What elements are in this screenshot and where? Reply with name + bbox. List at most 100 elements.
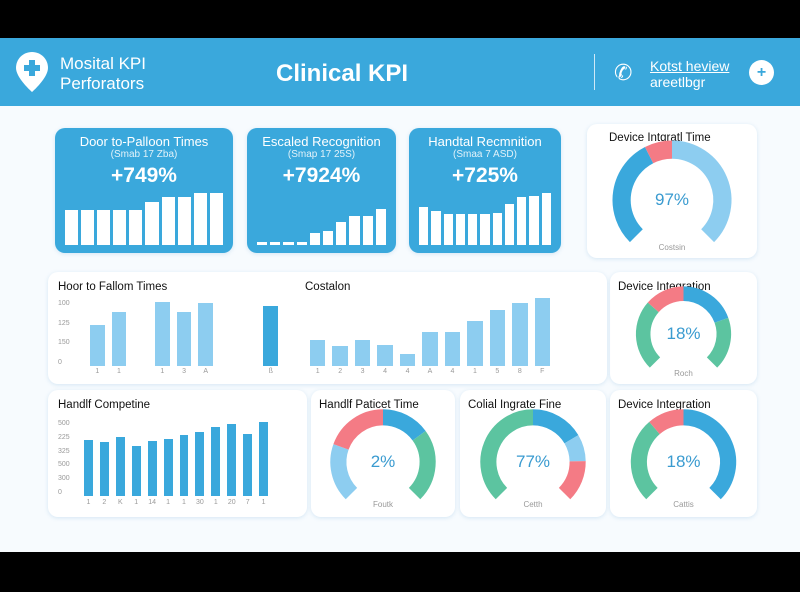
bar [179, 434, 189, 496]
gauge-value: 18% [666, 324, 701, 343]
kpi-value: +7924% [282, 164, 361, 187]
brand-name: Mosital KPI Perforators [60, 54, 146, 94]
gauge-card[interactable]: Device Integration 18% Cattis [610, 390, 757, 517]
y-tick-label: 225 [58, 433, 70, 441]
gauge-card[interactable]: Device Integration 18% Roch [610, 272, 757, 384]
bar [99, 441, 109, 496]
kpi-bar [468, 214, 478, 245]
bar [399, 354, 416, 366]
kpi-bar [97, 210, 111, 245]
y-tick-label: 0 [58, 358, 62, 366]
kpi-card[interactable]: Handtal Recmnition (Smaa 7 ASD) +725% [409, 128, 561, 253]
x-tick-label: 1 [472, 368, 477, 375]
bar [111, 311, 127, 366]
kpi-bar [349, 215, 360, 245]
gauge [630, 409, 737, 500]
kpi-bar [504, 204, 515, 245]
y-tick-label: 100 [58, 300, 70, 307]
x-tick-label: K [117, 499, 123, 506]
x-tick-label: 2 [102, 499, 107, 506]
x-tick-label [220, 368, 235, 375]
kpi-subtitle: (Smaa 7 ASD) [453, 149, 517, 160]
bar [115, 436, 125, 496]
x-tick-label: 1 [166, 499, 171, 506]
kpi-bar [309, 233, 321, 245]
kpi-bar [257, 242, 268, 245]
kpi-bar [161, 197, 175, 245]
gauge-segment [683, 409, 737, 500]
x-tick-label: 4 [450, 368, 455, 375]
x-tick-label: 7 [245, 499, 250, 506]
x-tick-label: A [203, 368, 209, 375]
gauge-label: Roch [674, 368, 693, 378]
review-link[interactable]: Kotst heview areetlbgr [650, 58, 729, 90]
bar [84, 439, 93, 496]
bar [512, 303, 528, 366]
gauge-segment [558, 460, 586, 500]
bar [377, 344, 393, 366]
kpi-bar [193, 192, 207, 245]
kpi-bar [323, 231, 334, 245]
bar [227, 424, 237, 496]
x-tick-label: 4 [405, 368, 410, 375]
bar [489, 309, 506, 366]
bar [444, 332, 461, 366]
kpi-bar [455, 214, 466, 245]
gauge-title: Handlf Paticet Time [319, 399, 419, 411]
x-tick-label: F [540, 368, 545, 375]
gauge-card[interactable]: Device Intgratl Time 97% Costsin [587, 124, 757, 258]
bar [263, 305, 279, 366]
x-tick-label: 4 [383, 368, 388, 375]
bar [176, 311, 192, 366]
brand-line-2: Perforators [60, 74, 145, 93]
brand-line-1: Mosital KPI [60, 54, 146, 73]
y-tick-label: 500 [58, 461, 70, 469]
medical-cross-pin-icon[interactable] [16, 52, 48, 92]
gauge-segment [408, 431, 436, 500]
kpi-bar [81, 210, 95, 245]
kpi-card[interactable]: Escaled Recognition (Smap 17 25S) +7924% [247, 128, 396, 253]
x-tick-label: 1 [134, 499, 139, 506]
bar [354, 340, 371, 366]
kpi-bar [113, 210, 127, 245]
x-tick-label: 30 [196, 499, 204, 506]
gauge-value: 77% [515, 452, 551, 471]
x-tick-label: 1 [315, 368, 320, 375]
y-tick-label: 500 [58, 420, 70, 427]
bar [195, 431, 205, 496]
review-link-line-1: Kotst heview [650, 58, 730, 74]
kpi-bar [375, 208, 387, 245]
gauge-value: 18% [666, 452, 701, 471]
bar [310, 340, 326, 366]
kpi-card[interactable]: Door to-Palloon Times (Smab 17 Zba) +749… [55, 128, 233, 253]
x-tick-label [242, 368, 257, 375]
gauge [635, 286, 732, 368]
kpi-bar [517, 197, 527, 245]
x-tick-label: 1 [117, 368, 121, 375]
bar [332, 345, 348, 366]
gauge-card[interactable]: Handlf Paticet Time 2% Foutk [311, 390, 455, 517]
x-tick-label: 1 [261, 499, 266, 506]
header: Mosital KPI Perforators Clinical KPI ✆ Ko… [0, 38, 800, 106]
bar [90, 324, 105, 366]
x-tick-label: A [427, 368, 433, 375]
phone-icon[interactable]: ✆ [614, 60, 633, 85]
gauge-segment [647, 286, 684, 313]
x-tick-label: 1 [182, 499, 186, 506]
x-tick-label: 3 [360, 368, 365, 375]
add-button[interactable]: + [749, 60, 774, 85]
gauge [330, 409, 436, 500]
x-tick-label: 1 [213, 499, 218, 506]
gauge-card[interactable]: Colial Ingrate Fine 77% Cetth [460, 390, 606, 517]
kpi-bar [529, 196, 539, 245]
kpi-sparkbars [65, 189, 223, 245]
x-tick-label: 8 [517, 368, 522, 375]
kpi-bar [296, 242, 307, 245]
bar [211, 427, 221, 496]
kpi-bar [492, 212, 502, 245]
gauge-title: Device Integration [618, 399, 711, 411]
gauge-label: Foutk [372, 500, 393, 510]
kpi-sparkbars [257, 189, 387, 245]
gauge-segment [649, 409, 684, 435]
gauge-title: Colial Ingrate Fine [468, 399, 562, 411]
